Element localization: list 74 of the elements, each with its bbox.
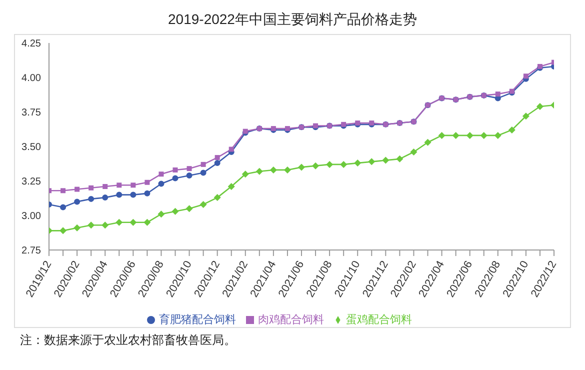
y-tick-label: 3.25	[22, 176, 42, 188]
point	[438, 132, 446, 139]
point	[326, 160, 334, 168]
point	[214, 160, 220, 166]
point	[60, 204, 66, 210]
point	[74, 198, 80, 205]
point	[228, 146, 234, 152]
point	[368, 158, 376, 166]
point	[144, 180, 150, 185]
point	[172, 175, 178, 182]
y-tick-label: 2.75	[22, 246, 42, 257]
point	[452, 132, 460, 139]
point	[270, 166, 277, 174]
point	[102, 222, 109, 229]
y-tick-label: 3.50	[22, 142, 42, 154]
point	[256, 168, 263, 175]
point	[74, 186, 80, 192]
point	[158, 180, 164, 187]
point	[116, 192, 122, 198]
y-tick-label: 3.00	[22, 211, 42, 222]
point	[186, 172, 192, 178]
point	[508, 126, 516, 134]
point	[186, 205, 193, 212]
legend-label: 蛋鸡配合饲料	[346, 314, 412, 326]
y-tick-label: 4.00	[22, 73, 42, 84]
point	[60, 188, 66, 194]
point	[382, 156, 390, 164]
point	[130, 182, 136, 188]
text: 注：数据来源于农业农村部畜牧兽医局。	[20, 332, 237, 349]
point	[480, 132, 488, 139]
point	[144, 218, 151, 226]
point	[130, 192, 136, 198]
legend-label: 育肥猪配合饲料	[159, 314, 236, 326]
point	[228, 183, 235, 190]
point	[186, 166, 192, 172]
y-tick-label: 3.75	[22, 108, 42, 119]
point	[102, 184, 108, 190]
point	[396, 155, 404, 162]
point	[312, 162, 320, 170]
point	[74, 224, 81, 232]
point	[158, 172, 164, 177]
point	[88, 222, 95, 229]
point	[242, 170, 249, 178]
point	[522, 112, 530, 120]
point	[116, 218, 123, 226]
point	[284, 166, 291, 174]
point	[102, 194, 108, 201]
point	[340, 160, 348, 168]
point	[214, 194, 221, 202]
point	[88, 196, 94, 202]
point	[466, 132, 474, 139]
point	[200, 162, 206, 167]
point	[158, 210, 165, 218]
point	[88, 185, 94, 190]
chart-title: 2019-2022年中国主要饲料产品价格走势	[167, 10, 418, 29]
point	[200, 200, 207, 208]
y-tick-label: 4.25	[22, 38, 42, 50]
point	[60, 227, 67, 234]
point	[298, 164, 305, 171]
point	[172, 167, 178, 172]
point	[130, 218, 137, 226]
point	[200, 170, 206, 176]
point	[116, 182, 122, 188]
point	[523, 74, 528, 79]
point	[410, 148, 418, 156]
point	[172, 208, 179, 215]
point	[536, 102, 544, 110]
point	[354, 160, 362, 167]
point	[214, 155, 220, 160]
point	[144, 190, 150, 196]
point	[424, 138, 432, 146]
point	[495, 92, 500, 97]
legend-label: 肉鸡配合饲料	[258, 314, 324, 326]
point	[494, 132, 502, 139]
